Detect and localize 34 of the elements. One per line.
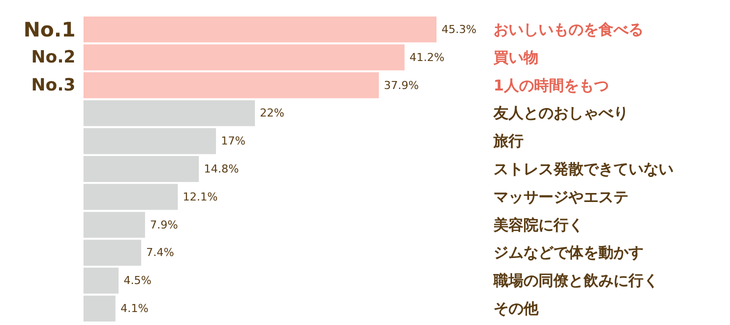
text: No.3 — [31, 75, 76, 96]
y-tick-label: 旅行 — [492, 132, 524, 150]
data-label: 14.8% — [204, 162, 239, 176]
y-tick-label: 職場の同僚と飲みに行く — [492, 272, 658, 290]
y-tick-label: マッサージやエステ — [494, 188, 628, 206]
y-tick-label: 美容院に行く — [492, 216, 584, 234]
bar — [84, 72, 379, 98]
y-tick-label: ジムなどで体を動かす — [494, 244, 644, 262]
bar — [84, 128, 216, 154]
data-label: 22% — [260, 106, 284, 120]
data-label: 7.4% — [146, 246, 174, 260]
data-label: 41.2% — [410, 50, 445, 64]
bar — [84, 156, 199, 182]
bar — [84, 100, 255, 126]
data-label: 12.1% — [182, 190, 218, 204]
data-label: 4.1% — [120, 302, 148, 316]
data-label: 37.9% — [384, 78, 419, 92]
bar — [84, 44, 405, 70]
data-label: 7.9% — [150, 218, 178, 232]
bar — [84, 184, 178, 210]
text: No.2 — [31, 47, 76, 68]
bar — [84, 296, 116, 322]
y-tick-label: 友人とのおしゃべり — [492, 104, 628, 122]
text: No.1 — [24, 17, 76, 42]
data-label: 17% — [220, 134, 246, 148]
y-tick-label: ストレス発散できていない — [494, 160, 674, 178]
y-tick-label: 買い物 — [492, 48, 538, 66]
y-tick-label: 1人の時間をもつ — [494, 76, 609, 94]
y-tick-label: その他 — [494, 300, 540, 318]
bar — [84, 16, 436, 42]
data-label: 4.5% — [124, 274, 152, 288]
data-label: 45.3% — [442, 22, 476, 36]
y-tick-label: おいしいものを食べる — [494, 20, 644, 38]
bar — [84, 268, 119, 294]
